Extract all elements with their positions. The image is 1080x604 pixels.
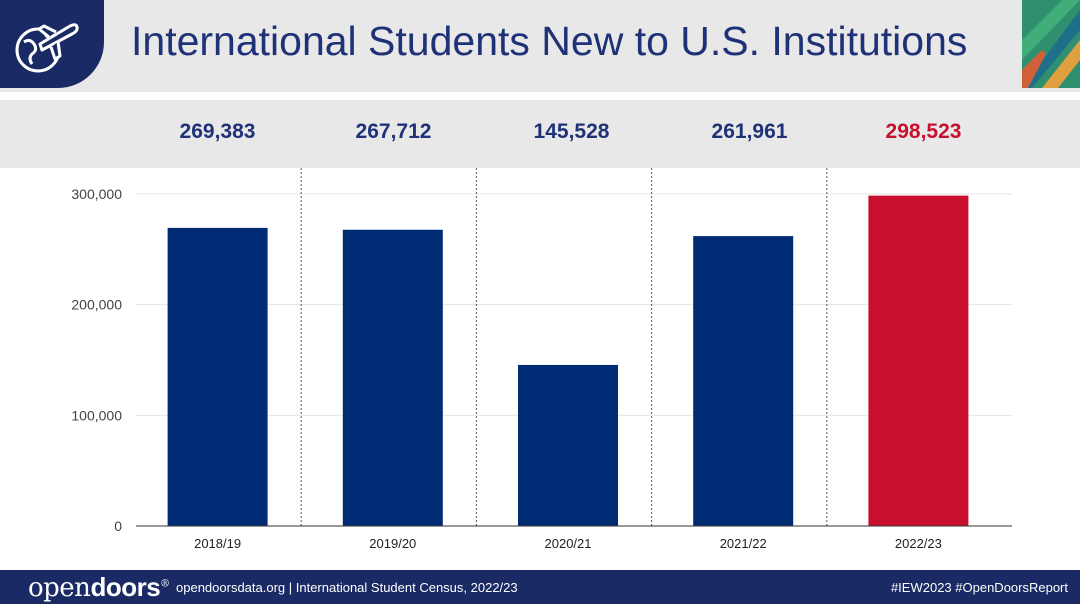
header-bar: International Students New to U.S. Insti…: [0, 0, 1080, 92]
bar-chart: 0 100,000 200,000 300,000 2018/19 2019/20 2020…: [71, 168, 1012, 551]
value-band: [0, 100, 1080, 168]
value-label-highlight: 298,523: [885, 120, 962, 143]
value-label: 145,528: [533, 120, 610, 143]
globe-plane-icon: [15, 23, 79, 73]
bar: [342, 229, 443, 526]
value-label: 261,961: [711, 120, 788, 143]
opendoors-logo: opendoors®: [28, 572, 170, 603]
footer-bar: opendoors® opendoorsdata.org | Internati…: [0, 570, 1080, 604]
y-tick-label: 200,000: [71, 297, 122, 313]
footer-hashtags: #IEW2023 #OpenDoorsReport: [890, 580, 1068, 595]
y-tick-label: 100,000: [71, 407, 122, 423]
bar: [518, 364, 618, 526]
x-tick-label: 2019/20: [369, 536, 416, 551]
value-label: 267,712: [355, 120, 432, 143]
x-tick-label: 2022/23: [895, 536, 942, 551]
logo-badge: [0, 0, 104, 88]
y-tick-label: 300,000: [71, 186, 122, 202]
x-tick-label: 2020/21: [545, 536, 592, 551]
x-tick-label: 2021/22: [720, 536, 767, 551]
bar: [167, 227, 268, 526]
value-label: 269,383: [179, 120, 256, 143]
decorative-art: [1022, 0, 1080, 88]
bar: [868, 195, 969, 526]
y-tick-label: 0: [114, 518, 122, 534]
x-tick-label: 2018/19: [194, 536, 241, 551]
page-title: International Students New to U.S. Insti…: [131, 18, 968, 64]
bar: [693, 236, 794, 526]
footer-citation: opendoorsdata.org | International Studen…: [176, 580, 518, 595]
